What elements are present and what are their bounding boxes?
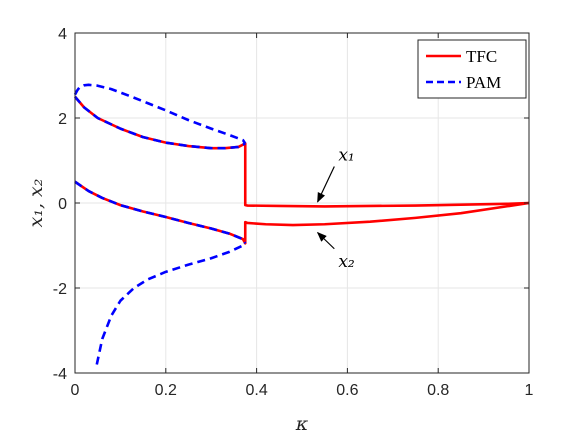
legend: TFC PAM xyxy=(417,39,527,99)
annotations-group: x₁ x₂ xyxy=(316,146,355,272)
y-axis-label: x₁, x₂ xyxy=(25,179,47,228)
annotation-arrow xyxy=(317,166,335,203)
x-tick-label: 0.8 xyxy=(427,382,449,399)
x-tick-label: 0.2 xyxy=(155,382,177,399)
y-tick-label: -4 xyxy=(53,366,67,383)
series-line-pam xyxy=(95,242,247,365)
x-tick-label: 0 xyxy=(71,382,80,399)
y-tick-label: 2 xyxy=(58,111,67,128)
annotation-label: x₁ xyxy=(338,146,354,166)
series-group xyxy=(73,83,530,365)
y-tick-label: -2 xyxy=(53,281,67,298)
legend-label-pam: PAM xyxy=(466,73,501,92)
series-line-pam xyxy=(74,95,246,150)
annotation-label: x₂ xyxy=(338,252,355,272)
annotation-arrow xyxy=(316,231,335,250)
series-line-pam xyxy=(74,180,247,244)
legend-label-tfc: TFC xyxy=(466,47,497,66)
x-tick-label: 0.4 xyxy=(245,382,267,399)
x-axis-label: κ xyxy=(295,413,309,435)
x-tick-label: 1 xyxy=(525,382,534,399)
series-line-pam xyxy=(73,83,247,145)
x-tick-label: 0.6 xyxy=(336,382,358,399)
y-tick-label: 4 xyxy=(58,26,67,43)
ticks-group: 0 0.2 0.4 0.6 0.8 1 -4 -2 0 2 4 xyxy=(53,26,534,399)
legend-box xyxy=(417,39,527,99)
y-tick-label: 0 xyxy=(58,196,67,213)
